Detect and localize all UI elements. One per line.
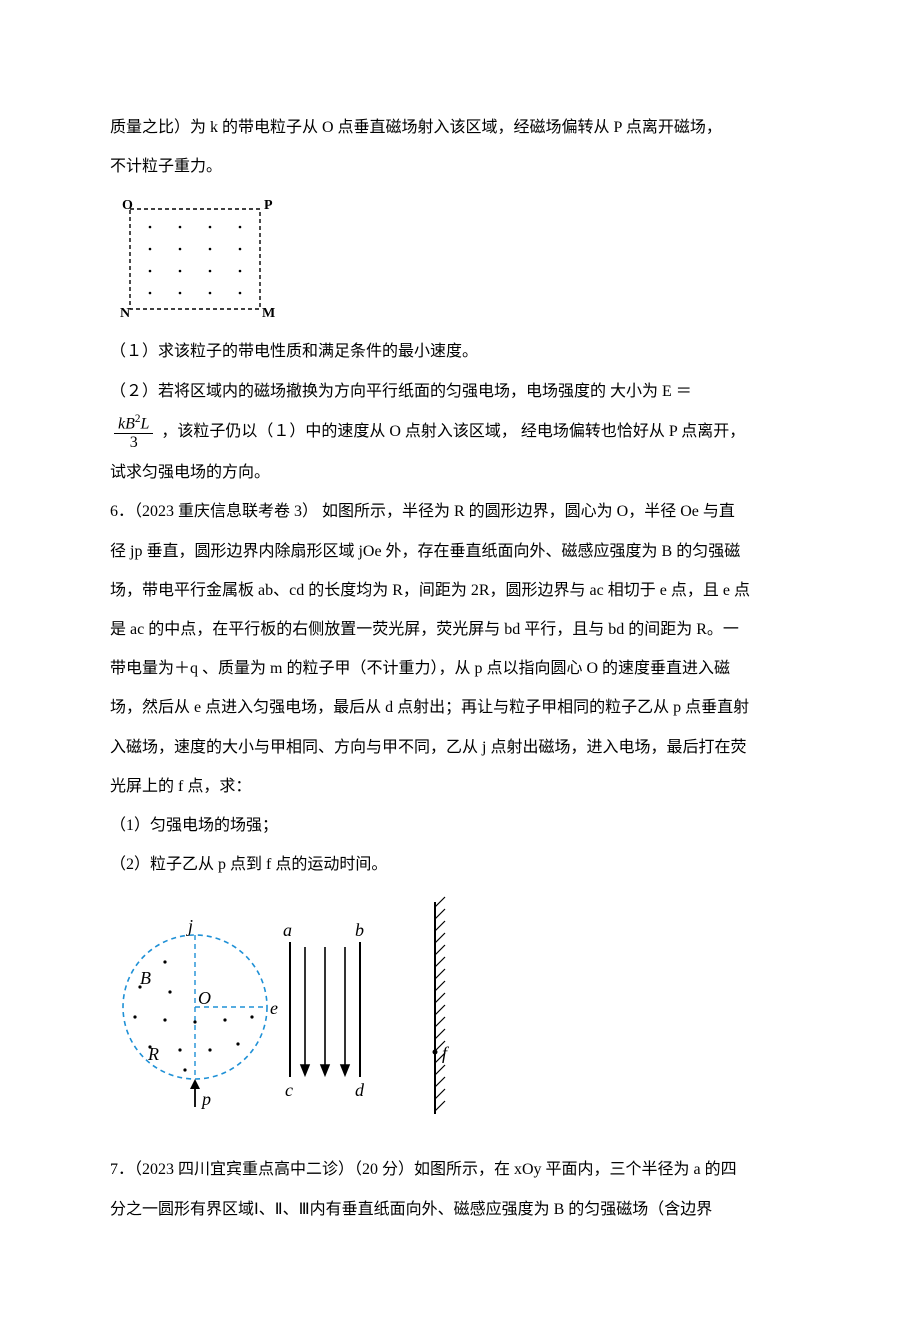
p6-l2: 径 jp 垂直，圆形边界内除扇形区域 jOe 外，存在垂直纸面向外、磁感应强度为… [110, 534, 810, 569]
label-M: M [262, 306, 275, 321]
label-N: N [120, 306, 130, 321]
efield-arrows [301, 947, 349, 1075]
p6-l4: 是 ac 的中点，在平行板的右侧放置一荧光屏，荧光屏与 bd 平行，且与 bd … [110, 612, 810, 647]
figure-p6-svg: R B j O e p a b c d [110, 892, 510, 1122]
p5-q2b: ，该粒子仍以（１）中的速度从 O 点射入该区域， 经电场偏转也恰好从 P 点离开… [157, 423, 745, 440]
p5-q1: （１）求该粒子的带电性质和满足条件的最小速度。 [110, 334, 810, 369]
label-p: p [200, 1089, 211, 1109]
frac-num-kb: kB [118, 415, 135, 432]
p6-q1: （1）匀强电场的场强； [110, 808, 810, 843]
label-f: f [442, 1043, 450, 1063]
figure-p6: R B j O e p a b c d [110, 892, 810, 1122]
label-e: e [270, 998, 278, 1018]
spacer [110, 1132, 810, 1152]
frac-den: 3 [114, 434, 153, 452]
p5-line1: 质量之比）为 k 的带电粒子从 O 点垂直磁场射入该区域，经磁场偏转从 P 点离… [110, 110, 810, 145]
field-dots [149, 226, 242, 295]
label-a: a [283, 920, 292, 940]
p-arrow-head [190, 1079, 200, 1089]
point-f [433, 1050, 438, 1055]
label-O: O [198, 988, 211, 1008]
fraction-E: kB2L 3 [114, 413, 153, 452]
page: 质量之比）为 k 的带电粒子从 O 点垂直磁场射入该区域，经磁场偏转从 P 点离… [0, 0, 920, 1321]
p5-q2-line: kB2L 3 ，该粒子仍以（１）中的速度从 O 点射入该区域， 经电场偏转也恰好… [110, 413, 810, 452]
p6-q2: （2）粒子乙从 p 点到 f 点的运动时间。 [110, 847, 810, 882]
p6-l7: 入磁场，速度的大小与甲相同、方向与甲不同，乙从 j 点射出磁场，进入电场，最后打… [110, 730, 810, 765]
p5-q2a: （２）若将区域内的磁场撤换为方向平行纸面的匀强电场，电场强度的 大小为 E ＝ [110, 374, 810, 409]
p7-l1: 7．（2023 四川宜宾重点高中二诊）（20 分）如图所示，在 xOy 平面内，… [110, 1152, 810, 1187]
p6-l1: 6．（2023 重庆信息联考卷 3） 如图所示，半径为 R 的圆形边界，圆心为 … [110, 494, 810, 529]
p5-q2c: 试求匀强电场的方向。 [110, 455, 810, 490]
label-B: B [140, 968, 151, 988]
label-R: R [147, 1044, 159, 1064]
p5-line2: 不计粒子重力。 [110, 149, 810, 184]
p6-l8: 光屏上的 f 点，求： [110, 769, 810, 804]
p7-l2: 分之一圆形有界区域Ⅰ、Ⅱ、Ⅲ内有垂直纸面向外、磁感应强度为 B 的匀强磁场（含边… [110, 1192, 810, 1227]
p6-l5: 带电量为＋q 、质量为 m 的粒子甲（不计重力），从 p 点以指向圆心 O 的速… [110, 651, 810, 686]
label-j: j [186, 916, 193, 936]
figure-p5-svg: O P N M [110, 194, 285, 324]
p6-l3: 场，带电平行金属板 ab、cd 的长度均为 R，间距为 2R，圆形边界与 ac … [110, 573, 810, 608]
label-O: O [122, 198, 133, 213]
label-P: P [264, 198, 273, 213]
label-c: c [285, 1080, 293, 1100]
figure-p5: O P N M [110, 194, 810, 324]
frac-num-L: L [140, 415, 149, 432]
p6-l6: 场，然后从 e 点进入匀强电场，最后从 d 点射出；再让与粒子甲相同的粒子乙从 … [110, 690, 810, 725]
label-b: b [355, 920, 364, 940]
label-d: d [355, 1080, 365, 1100]
screen-hatch [435, 897, 445, 1111]
